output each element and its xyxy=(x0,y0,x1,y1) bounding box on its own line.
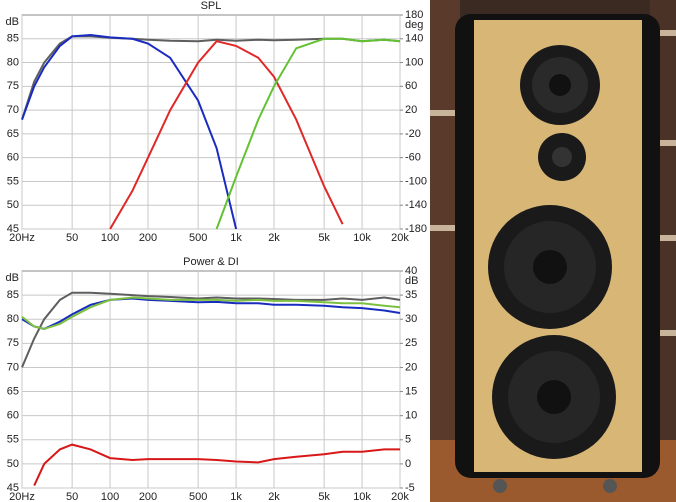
series-line xyxy=(109,40,344,230)
x-tick-label: 200 xyxy=(139,491,157,502)
x-tick-label: 1k xyxy=(230,491,242,502)
y-tick-label: 65 xyxy=(7,128,19,140)
x-tick-label: 500 xyxy=(189,232,207,244)
series-line xyxy=(21,33,238,230)
x-tick-label: 2k xyxy=(268,491,280,502)
x-tick-label: 500 xyxy=(189,491,207,502)
x-tick-label: 1k xyxy=(230,232,242,244)
y2-tick-label: 100 xyxy=(405,56,423,68)
chart: SPL 20Hz 50 100 200 500 1k 2k 5k 10k 20k 45 50 55 60 65… xyxy=(6,0,428,244)
y-tick-label: 55 xyxy=(7,434,19,446)
y2-tick-label: 180 xyxy=(405,9,423,21)
y2-tick-label: -5 xyxy=(405,482,415,494)
y2-tick-label: 10 xyxy=(405,410,417,422)
y-tick-label: 70 xyxy=(7,104,19,116)
y-tick-label: 80 xyxy=(7,313,19,325)
y-tick-label: 50 xyxy=(7,199,19,211)
y-tick-label: 80 xyxy=(7,56,19,68)
chart-title: SPL xyxy=(201,0,222,12)
series-line xyxy=(21,297,401,330)
x-tick-label: 200 xyxy=(139,232,157,244)
y2-tick-label: 35 xyxy=(405,289,417,301)
x-tick-label: 2k xyxy=(268,232,280,244)
y-axis-label: dB xyxy=(6,16,19,28)
y2-tick-label: -180 xyxy=(405,223,427,235)
x-tick-label: 50 xyxy=(66,232,78,244)
y-tick-label: 85 xyxy=(7,289,19,301)
plot-area xyxy=(21,14,401,230)
y2-tick-label: 40 xyxy=(405,265,417,277)
series-line xyxy=(33,443,400,487)
y-tick-label: 50 xyxy=(7,458,19,470)
y2-tick-label: 60 xyxy=(405,80,417,92)
x-tick-label: 20k xyxy=(391,232,409,244)
x-tick-label: 5k xyxy=(318,232,330,244)
y-tick-label: 65 xyxy=(7,385,19,397)
speaker-photo xyxy=(430,0,676,502)
y-tick-label: 75 xyxy=(7,80,19,92)
series-line xyxy=(21,291,401,368)
y2-tick-label: -60 xyxy=(405,152,421,164)
x-tick-label: 20Hz xyxy=(9,232,35,244)
y2-tick-label: 15 xyxy=(405,385,417,397)
y2-tick-label: 20 xyxy=(405,361,417,373)
y-tick-label: 75 xyxy=(7,337,19,349)
series-line xyxy=(21,296,401,330)
y2-tick-label: 0 xyxy=(405,458,411,470)
y2-axis-label: deg xyxy=(405,19,423,31)
x-tick-label: 10k xyxy=(353,232,371,244)
x-tick-label: 10k xyxy=(353,491,371,502)
y2-tick-label: 25 xyxy=(405,337,417,349)
x-tick-label: 100 xyxy=(101,232,119,244)
y-tick-label: 60 xyxy=(7,410,19,422)
y2-tick-label: -140 xyxy=(405,199,427,211)
y-tick-label: 45 xyxy=(7,223,19,235)
y2-tick-label: 5 xyxy=(405,434,411,446)
y2-tick-label: 20 xyxy=(405,104,417,116)
y2-tick-label: 30 xyxy=(405,313,417,325)
y2-tick-label: -20 xyxy=(405,128,421,140)
y-tick-label: 55 xyxy=(7,175,19,187)
y-tick-label: 45 xyxy=(7,482,19,494)
y-axis-label: dB xyxy=(6,272,19,284)
x-tick-label: 50 xyxy=(66,491,78,502)
y2-tick-label: -100 xyxy=(405,175,427,187)
x-tick-label: 5k xyxy=(318,491,330,502)
y2-axis-label: dB xyxy=(405,275,418,287)
x-tick-label: 20Hz xyxy=(9,491,35,502)
y2-tick-label: 140 xyxy=(405,33,423,45)
series-line xyxy=(215,37,401,230)
x-tick-label: 20k xyxy=(391,491,409,502)
chart-title: Power & DI xyxy=(183,256,239,268)
y-tick-label: 85 xyxy=(7,33,19,45)
x-tick-label: 100 xyxy=(101,491,119,502)
y-tick-label: 70 xyxy=(7,361,19,373)
y-tick-label: 60 xyxy=(7,152,19,164)
